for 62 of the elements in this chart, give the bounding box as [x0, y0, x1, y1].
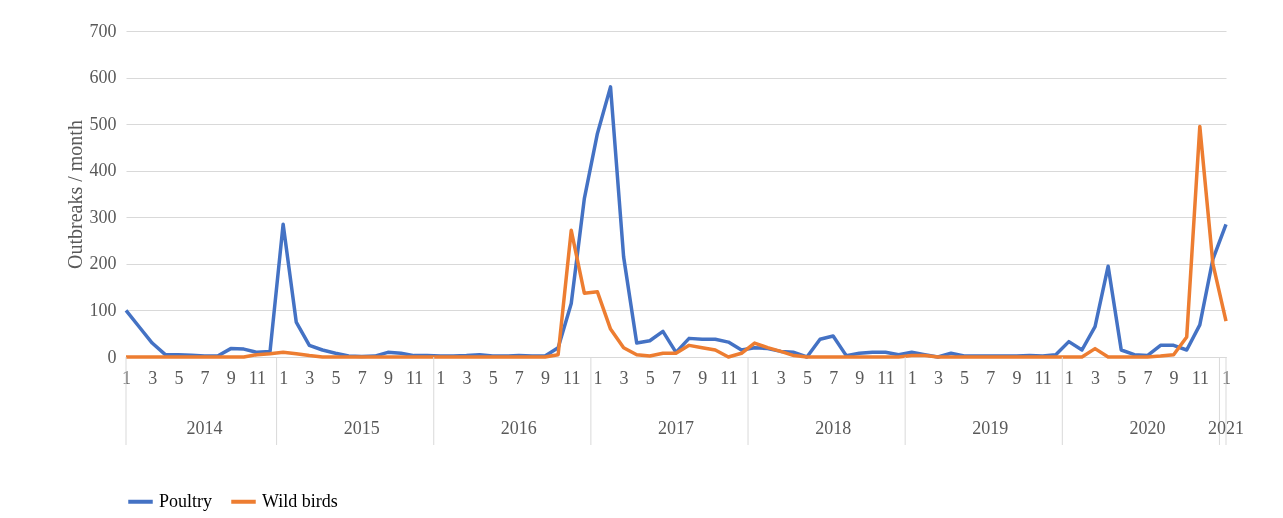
y-tick-label: 700 — [89, 20, 117, 41]
x2-tick-label: 2018 — [815, 418, 852, 438]
x-tick-label: 1 — [1064, 367, 1074, 388]
x-tick-label: 7 — [986, 367, 996, 388]
x2-tick-label: 2017 — [658, 418, 694, 438]
x-tick-label: 11 — [405, 367, 424, 388]
x-tick-label: 1 — [279, 367, 289, 388]
y-tick-label: 500 — [89, 113, 117, 134]
x-tick-label: 11 — [877, 367, 895, 388]
x-tick-label: 3 — [148, 367, 158, 388]
x-tick-label: 3 — [305, 367, 315, 388]
x2-tick-label: 2019 — [972, 418, 1009, 438]
x-tick-label: 11 — [248, 367, 267, 388]
x-tick-label: 9 — [226, 367, 236, 388]
x-tick-label: 7 — [672, 367, 681, 388]
x-tick-label: 1 — [122, 367, 131, 388]
x-tick-label: 3 — [1091, 367, 1101, 388]
x-tick-label: 7 — [357, 367, 367, 388]
x-tick-label: 5 — [960, 367, 970, 388]
x-tick-label: 1 — [907, 367, 917, 388]
x-tick-label: 9 — [855, 367, 865, 388]
x-tick-label: 1 — [1222, 367, 1231, 388]
x-tick-label: 3 — [933, 367, 943, 388]
x-tick-label: 9 — [1169, 367, 1179, 388]
x-tick-label: 3 — [619, 367, 629, 388]
x-tick-label: 3 — [776, 367, 786, 388]
x-tick-label: 5 — [174, 367, 184, 388]
x2-tick-label: 2020 — [1129, 418, 1166, 438]
legend-label: Poultry — [159, 490, 213, 511]
x-tick-label: 7 — [1143, 367, 1153, 388]
x-tick-label: 9 — [698, 367, 708, 388]
y-tick-label: 300 — [89, 206, 117, 227]
x-tick-label: 9 — [383, 367, 393, 388]
x2-tick-label: 2021 — [1208, 418, 1244, 438]
y-tick-label: 400 — [89, 160, 117, 181]
x-tick-label: 5 — [645, 367, 655, 388]
y-tick-label: 200 — [89, 253, 117, 274]
x-tick-label: 5 — [1117, 367, 1127, 388]
x-tick-label: 11 — [563, 367, 581, 388]
x-tick-label: 3 — [462, 367, 472, 388]
x-tick-label: 1 — [750, 367, 760, 388]
y-axis-title: Outbreaks / month — [63, 120, 86, 269]
x-tick-label: 1 — [436, 367, 446, 388]
x2-tick-label: 2016 — [500, 418, 537, 438]
x-tick-label: 7 — [829, 367, 839, 388]
x-tick-label: 5 — [331, 367, 341, 388]
x-tick-label: 11 — [1034, 367, 1052, 388]
x2-tick-label: 2014 — [186, 418, 223, 438]
x-tick-label: 9 — [541, 367, 551, 388]
y-tick-label: 600 — [89, 67, 117, 88]
y-tick-label: 0 — [107, 346, 117, 367]
x-tick-label: 5 — [488, 367, 498, 388]
x-tick-label: 11 — [720, 367, 738, 388]
x-tick-label: 7 — [514, 367, 524, 388]
y-tick-label: 100 — [89, 299, 117, 320]
x-tick-label: 11 — [1191, 367, 1209, 388]
x-tick-label: 7 — [200, 367, 210, 388]
x-tick-label: 1 — [593, 367, 603, 388]
x-tick-label: 9 — [1012, 367, 1022, 388]
legend-label: Wild birds — [262, 490, 338, 511]
x-tick-label: 5 — [802, 367, 812, 388]
x2-tick-label: 2015 — [343, 418, 380, 438]
